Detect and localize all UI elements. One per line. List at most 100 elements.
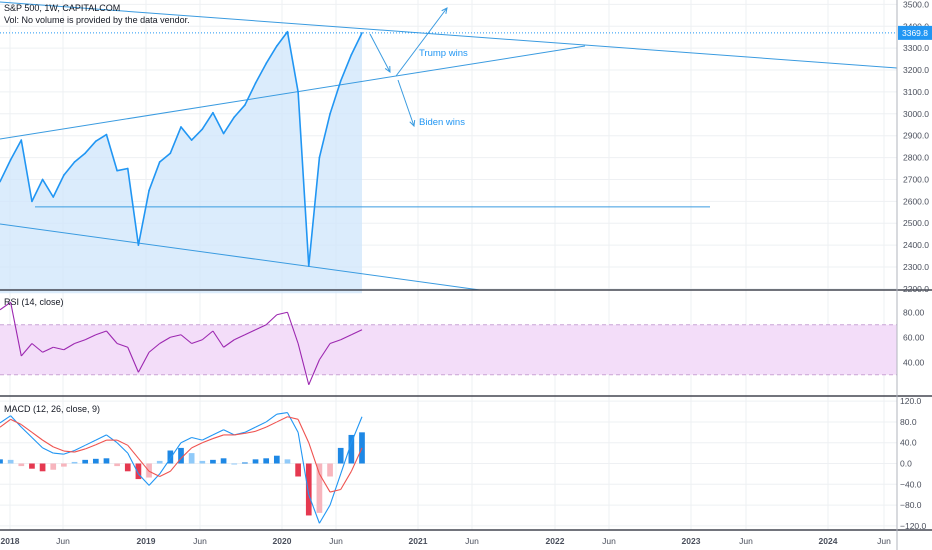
rsi-title[interactable]: RSI (14, close): [4, 297, 64, 307]
signal-line-segment-32: [329, 488, 341, 493]
macd-lines: [0, 412, 363, 524]
rsi-segment-8: [74, 339, 86, 345]
macd-hist-bar-23: [242, 462, 248, 464]
price-axis[interactable]: 2200.0 2300.0 2400.0 2500.0 2600.0 2700.0 2800…: [898, 0, 932, 531]
scenario-arrows: [369, 7, 448, 128]
rsi-segment-15: [148, 343, 161, 353]
macd-hist-bar-6: [61, 463, 67, 467]
rsi-segment-3: [20, 343, 33, 357]
price-tick-11: 3300.0: [903, 43, 929, 53]
price-segment-31: [318, 113, 331, 159]
symbol-title[interactable]: S&P 500, 1W, CAPITALCOM: [4, 3, 121, 13]
macd-tick-0: −120.0: [900, 521, 927, 531]
rsi-segment-20: [201, 330, 214, 341]
signal-line-segment-24: [244, 430, 256, 434]
price-tick-1: 2300.0: [903, 262, 929, 272]
rsi-segment-5: [42, 346, 54, 353]
macd-line-segment-19: [191, 436, 203, 441]
time-label-5: Jun: [329, 536, 343, 546]
rsi-tick-0: 40.00: [903, 357, 925, 367]
signal-line-segment-16: [159, 470, 171, 477]
macd-line-segment-20: [202, 434, 214, 441]
rsi-segment-29: [297, 343, 310, 385]
signal-line-segment-1: [0, 418, 11, 428]
signal-line-segment-17: [169, 457, 182, 472]
macd-hist-bar-32: [337, 447, 344, 464]
arrow-to-trump: [369, 33, 391, 73]
signal-line-segment-30: [308, 442, 320, 475]
macd-tick-1: −80.0: [900, 500, 922, 510]
rsi-segment-27: [276, 311, 288, 316]
time-label-8: 2022: [546, 536, 565, 546]
trendlines: [0, 1, 898, 291]
macd-line-segment-29: [297, 432, 310, 495]
volume-note: Vol: No volume is provided by the data v…: [4, 15, 190, 25]
macd-line-segment-16: [159, 457, 171, 475]
signal-line-segment-29: [297, 419, 310, 443]
grid-lines: [0, 0, 897, 530]
macd-title[interactable]: MACD (12, 26, close, 9): [4, 404, 101, 414]
price-segment-26: [265, 45, 278, 65]
price-tick-2: 2400.0: [903, 240, 929, 250]
time-axis[interactable]: 2018 Jun 2019 Jun 2020 Jun 2021 Jun 2022 Jun 2023 J…: [1, 536, 892, 546]
rsi-line: [0, 301, 363, 385]
price-segment-14: [137, 189, 150, 246]
time-label-9: Jun: [602, 536, 616, 546]
macd-line-segment-3: [20, 426, 33, 438]
rsi-segment-17: [170, 334, 182, 338]
rsi-segment-30: [308, 359, 320, 385]
macd-line-segment-22: [223, 429, 235, 436]
macd-hist-bar-12: [124, 463, 131, 472]
price-tick-9: 3100.0: [903, 87, 929, 97]
price-segment-1: [0, 158, 12, 183]
price-segment-6: [52, 174, 65, 198]
macd-hist-bar-18: [188, 453, 195, 464]
macd-hist-bar-24: [252, 459, 259, 464]
macd-line-segment-5: [42, 447, 54, 454]
macd-hist-bar-0: [0, 459, 3, 464]
signal-line-segment-19: [191, 442, 203, 449]
signal-line-segment-33: [340, 471, 352, 490]
rsi-segment-9: [84, 334, 97, 341]
macd-hist-bar-25: [263, 458, 270, 464]
macd-hist-bar-7: [71, 461, 78, 464]
time-label-4: 2020: [273, 536, 292, 546]
macd-hist-bar-3: [29, 463, 35, 469]
time-label-13: Jun: [877, 536, 891, 546]
biden-wins-annotation[interactable]: Biden wins: [419, 117, 465, 128]
macd-line-segment-1: [0, 415, 11, 424]
signal-line-segment-5: [42, 439, 54, 448]
macd-hist-bar-33: [348, 434, 355, 464]
signal-line-segment-31: [318, 473, 331, 493]
time-label-12: 2024: [819, 536, 838, 546]
macd-line-segment-14: [138, 473, 150, 486]
rsi-segment-18: [180, 334, 192, 344]
macd-line-segment-27: [276, 412, 288, 415]
time-label-6: 2021: [409, 536, 428, 546]
rsi-segment-32: [329, 339, 341, 345]
macd-line-segment-21: [212, 429, 224, 436]
price-segment-9: [84, 140, 97, 155]
macd-line-segment-11: [106, 434, 118, 444]
price-segment-22: [222, 116, 236, 135]
rsi-segment-7: [63, 343, 75, 351]
signal-line-segment-7: [63, 450, 75, 453]
signal-line-segment-20: [202, 438, 214, 444]
macd-tick-6: 120.0: [900, 396, 922, 406]
macd-hist-bar-22: [231, 463, 238, 465]
macd-tick-5: 80.0: [900, 417, 917, 427]
rsi-segment-33: [340, 334, 352, 341]
trump-wins-annotation[interactable]: Trump wins: [419, 48, 468, 59]
price-segment-11: [105, 133, 118, 172]
rising-trendline: [0, 45, 586, 140]
rsi-band: [0, 324, 897, 376]
signal-line-segment-34: [350, 447, 363, 472]
rsi-segment-12: [116, 342, 128, 348]
upper-trendline: [0, 1, 898, 69]
rsi-segment-31: [318, 343, 331, 361]
time-label-10: 2023: [682, 536, 701, 546]
arrow-trump-up-head: [441, 7, 448, 14]
signal-line-segment-18: [180, 447, 193, 459]
signal-line-segment-25: [255, 426, 267, 432]
